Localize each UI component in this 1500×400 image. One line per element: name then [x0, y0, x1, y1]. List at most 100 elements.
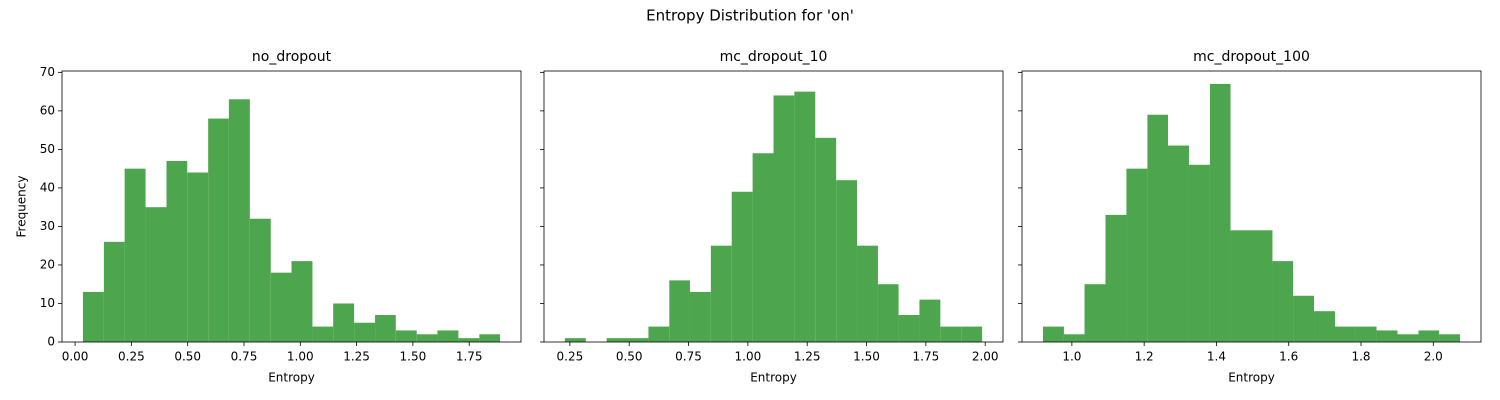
bar: [249, 218, 271, 342]
x-tick-label: 0.50: [616, 350, 643, 364]
x-tick-label: 0.75: [675, 350, 702, 364]
x-tick-label: 1.2: [1135, 350, 1154, 364]
bar: [270, 272, 292, 342]
y-tick-label: 20: [40, 257, 55, 271]
x-tick-label: 1.4: [1207, 350, 1226, 364]
axes-frame: [543, 70, 1004, 343]
y-tick-label: 30: [40, 219, 55, 233]
bar: [627, 338, 649, 342]
bar: [1397, 334, 1419, 342]
y-tick-label: 40: [40, 180, 55, 194]
bar: [333, 303, 355, 342]
bar: [1063, 334, 1085, 342]
bar: [228, 99, 250, 342]
x-tick-label: 0.50: [174, 350, 201, 364]
x-tick-label: 0.75: [231, 350, 258, 364]
x-tick-label: 0.25: [118, 350, 145, 364]
bar: [689, 291, 711, 342]
bar: [479, 334, 501, 342]
bar: [208, 118, 229, 342]
bar: [103, 241, 125, 342]
x-tick-label: 1.50: [853, 350, 880, 364]
bar: [312, 326, 334, 342]
bar: [1314, 311, 1335, 342]
axes-title: no_dropout: [252, 49, 332, 65]
bar: [1418, 330, 1440, 342]
bar: [416, 334, 438, 342]
bar: [940, 326, 962, 342]
y-tick-label: 60: [40, 103, 55, 117]
bar: [1188, 164, 1210, 342]
x-axis-label: Entropy: [268, 371, 315, 385]
bar: [291, 261, 313, 342]
figure-title: Entropy Distribution for 'on': [646, 7, 854, 25]
bar: [648, 326, 670, 342]
x-tick-label: 1.25: [794, 350, 821, 364]
bar: [1334, 326, 1356, 342]
bar: [437, 330, 459, 342]
bar: [1230, 230, 1252, 342]
bar: [1168, 145, 1189, 342]
bar: [815, 137, 837, 342]
bar: [1209, 83, 1231, 343]
bar: [1293, 295, 1315, 342]
y-tick-label: 10: [40, 296, 55, 310]
bar: [564, 338, 586, 342]
x-tick-label: 1.75: [913, 350, 940, 364]
y-tick-label: 70: [40, 65, 55, 79]
bar: [606, 338, 628, 342]
bar: [1105, 214, 1127, 342]
bar: [1084, 284, 1106, 342]
x-tick-label: 0.00: [62, 350, 89, 364]
axes-frame: [61, 70, 522, 343]
bar: [669, 280, 690, 342]
bar: [857, 245, 878, 342]
x-tick-label: 2.00: [972, 350, 999, 364]
bar: [458, 338, 480, 342]
bar: [1251, 230, 1273, 342]
x-tick-label: 1.75: [456, 350, 483, 364]
y-axis-label: Frequency: [15, 176, 29, 238]
bar: [731, 191, 753, 342]
bar: [1042, 326, 1064, 342]
bar: [919, 299, 941, 342]
bar: [961, 326, 983, 342]
bar: [1272, 261, 1294, 342]
x-axis-label: Entropy: [1228, 371, 1275, 385]
bar: [145, 207, 167, 342]
x-tick-label: 1.0: [1062, 350, 1081, 364]
x-tick-label: 1.25: [343, 350, 370, 364]
x-tick-label: 0.25: [557, 350, 584, 364]
bar: [1355, 326, 1377, 342]
bar: [836, 180, 858, 342]
bar: [877, 284, 899, 342]
bar: [1147, 114, 1169, 342]
x-tick-label: 2.0: [1424, 350, 1443, 364]
bar: [82, 291, 104, 342]
axes-title: mc_dropout_10: [720, 49, 828, 65]
x-tick-label: 1.00: [735, 350, 762, 364]
bar: [354, 322, 376, 342]
bar: [710, 245, 732, 342]
x-tick-label: 1.50: [400, 350, 427, 364]
bar: [1439, 334, 1461, 342]
bar: [752, 153, 774, 342]
bar: [166, 160, 188, 342]
bar: [375, 315, 396, 342]
bar: [898, 315, 920, 342]
axes-frame: [1021, 70, 1482, 343]
bar: [1126, 168, 1148, 342]
bar: [794, 91, 816, 342]
x-axis-label: Entropy: [750, 371, 797, 385]
y-tick-label: 50: [40, 142, 55, 156]
x-tick-label: 1.00: [287, 350, 314, 364]
x-tick-label: 1.6: [1279, 350, 1298, 364]
x-tick-label: 1.8: [1351, 350, 1370, 364]
bar: [187, 172, 209, 342]
axes-title: mc_dropout_100: [1193, 49, 1310, 65]
bar: [1376, 330, 1398, 342]
bar: [773, 95, 795, 342]
y-tick-label: 0: [47, 335, 55, 349]
bar: [124, 168, 146, 342]
